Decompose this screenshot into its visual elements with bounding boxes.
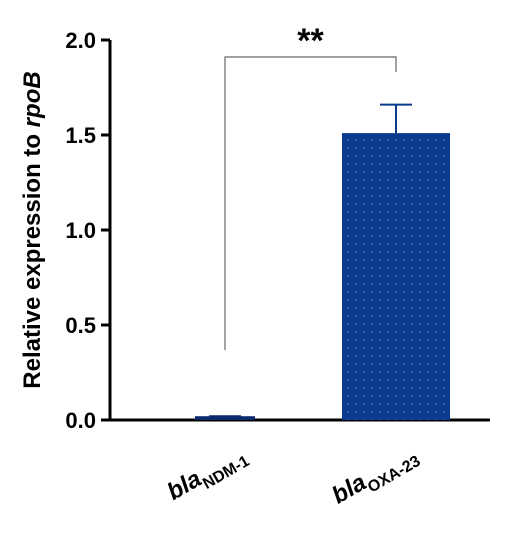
y-axis-title: Relative expression to rpoB — [19, 71, 46, 388]
y-tick-label: 0.5 — [65, 313, 96, 338]
x-tick-label: blaOXA-23 — [327, 440, 423, 514]
y-tick-label: 1.0 — [65, 218, 96, 243]
x-tick-label: blaNDM-1 — [163, 440, 253, 510]
y-tick-label: 1.5 — [65, 123, 96, 148]
x-tick-label-variant: OXA-23 — [365, 453, 424, 497]
significance-bracket — [224, 56, 397, 350]
significance-label: ** — [297, 22, 324, 60]
x-tick-label-gene: bla — [163, 465, 207, 506]
bar — [195, 416, 255, 420]
y-axis-title-text: Relative expression to — [19, 127, 46, 388]
y-tick-label: 2.0 — [65, 28, 96, 53]
x-tick-label-variant: NDM-1 — [200, 453, 252, 493]
y-axis-title-gene: rpoB — [19, 71, 46, 127]
y-tick-label: 0.0 — [65, 408, 96, 433]
x-tick-label-gene: bla — [327, 469, 371, 510]
bar-texture — [342, 133, 450, 420]
